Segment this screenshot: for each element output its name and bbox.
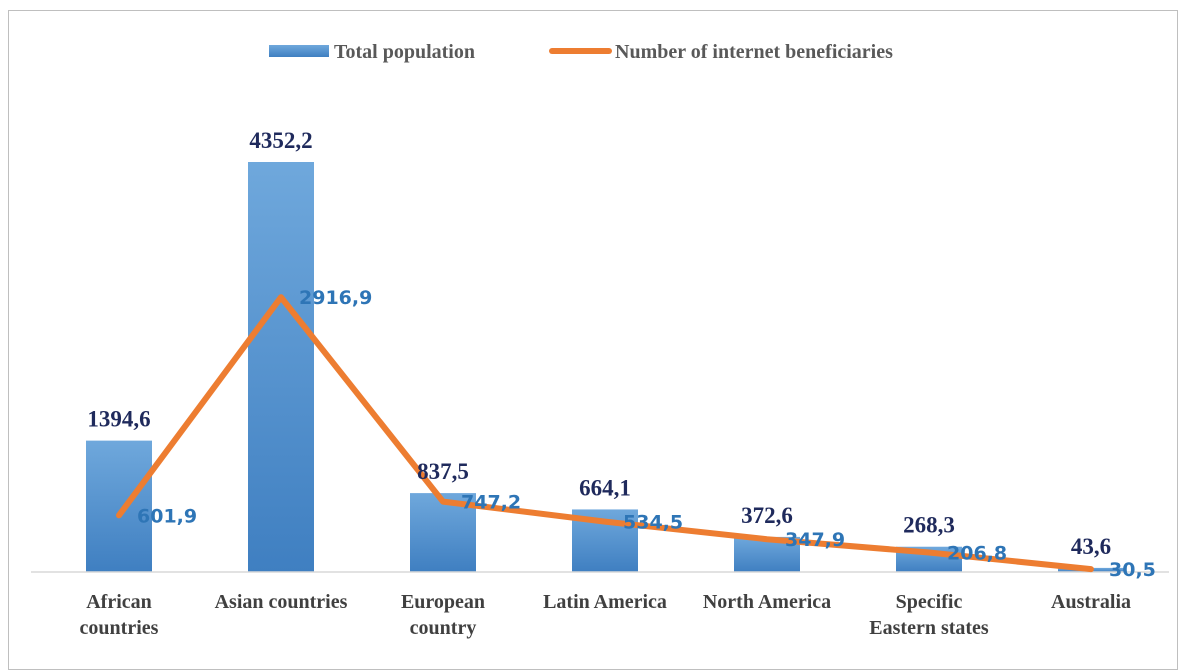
bar-value-label: 372,6: [741, 503, 793, 528]
bar-value-label: 664,1: [579, 475, 631, 500]
category-label: Specific: [896, 591, 963, 613]
line-point: [279, 295, 283, 299]
category-label: African: [86, 591, 152, 613]
category-label: North America: [703, 591, 831, 613]
category-label: Asian countries: [215, 591, 348, 613]
bars-group: [86, 162, 1124, 572]
line-value-label: 534,5: [623, 512, 683, 534]
category-label: countries: [80, 617, 159, 639]
legend-swatch-bar: [269, 45, 329, 57]
bar-value-label: 268,3: [903, 513, 955, 538]
category-label: Australia: [1051, 591, 1131, 613]
line-value-label: 347,9: [785, 529, 845, 551]
line-point: [441, 500, 445, 504]
category-label: Latin America: [543, 591, 667, 613]
bar-total-population: [86, 440, 152, 572]
line-point: [927, 551, 931, 555]
legend: Total population Number of internet bene…: [269, 41, 893, 63]
bar-value-label: 1394,6: [87, 407, 150, 432]
line-value-label: 30,5: [1109, 559, 1156, 581]
bar-total-population: [248, 162, 314, 572]
chart: Total population Number of internet bene…: [31, 41, 1169, 639]
legend-label-total-population: Total population: [334, 41, 475, 63]
chart-frame: Total population Number of internet bene…: [8, 10, 1178, 670]
bar-value-label: 837,5: [417, 459, 469, 484]
legend-label-internet-beneficiaries: Number of internet beneficiaries: [615, 41, 893, 63]
line-point: [765, 537, 769, 541]
line-value-label: 206,8: [947, 543, 1007, 565]
data-labels-group: 1394,6 4352,2 837,5 664,1 372,6 268,3 43,6 601,…: [87, 128, 1156, 581]
line-point: [603, 520, 607, 524]
line-value-label: 747,2: [461, 492, 521, 514]
category-labels-group: African countries Asian countries European c…: [80, 591, 1131, 639]
line-point: [117, 513, 121, 517]
category-label: country: [410, 617, 477, 639]
category-label: Eastern states: [869, 617, 989, 639]
line-value-label: 601,9: [137, 505, 197, 527]
line-point: [1089, 567, 1093, 571]
category-label: European: [401, 591, 485, 613]
bar-value-label: 43,6: [1071, 534, 1111, 559]
line-value-label: 2916,9: [299, 287, 372, 309]
line-series-group: [116, 294, 1094, 573]
bar-value-label: 4352,2: [249, 128, 312, 153]
